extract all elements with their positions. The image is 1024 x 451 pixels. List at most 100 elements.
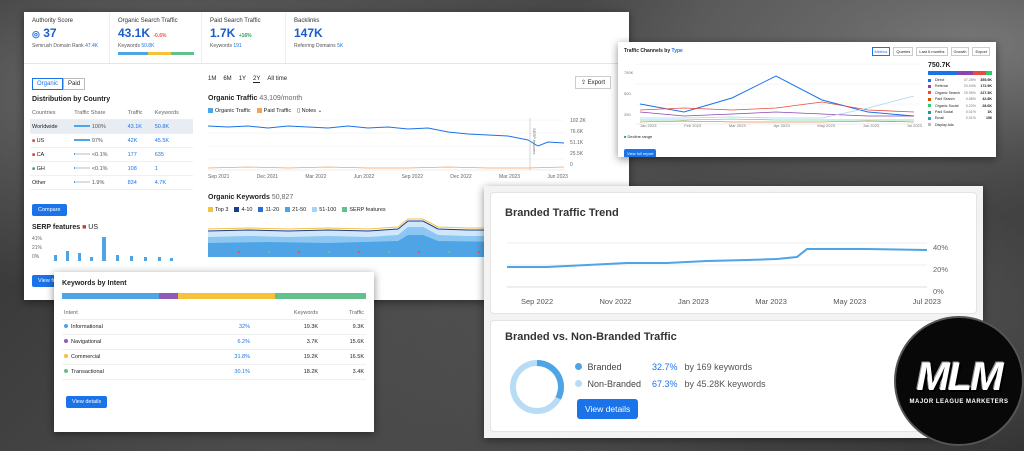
channels-export-button[interactable]: Export bbox=[972, 47, 990, 56]
country-row[interactable]: ■ GH <0.1% 108 1 bbox=[30, 161, 193, 176]
country-row[interactable]: ■ US 97% 42K 45.5K bbox=[30, 133, 193, 148]
traffic-cell[interactable]: 108 bbox=[125, 161, 153, 176]
channel-pct: 47.25% bbox=[963, 78, 976, 82]
share-cell: 100% bbox=[72, 119, 126, 134]
col-keywords[interactable]: Keywords bbox=[152, 107, 193, 120]
authority-icon: ◎ bbox=[32, 29, 40, 39]
keywords-cell[interactable]: 50.8K bbox=[152, 119, 193, 134]
view-full-report-button[interactable]: View full report bbox=[624, 149, 657, 157]
period-select[interactable]: Last 6 months bbox=[916, 47, 948, 56]
non-branded-pct[interactable]: 67.3% bbox=[652, 379, 678, 389]
metrics-toggle[interactable]: Metrics bbox=[871, 47, 891, 56]
checkbox-icon bbox=[285, 207, 291, 213]
country-row[interactable]: Worldwide 100% 43.1K 50.8K bbox=[30, 119, 193, 134]
channels-line-chart bbox=[636, 63, 922, 125]
intent-keywords: 3.7K bbox=[252, 334, 321, 350]
channel-pct: 0.01% bbox=[965, 110, 976, 115]
channel-legend-item[interactable]: Display Ads bbox=[928, 122, 992, 128]
tab-organic[interactable]: Organic bbox=[32, 78, 64, 90]
intent-pct[interactable]: 6.2% bbox=[202, 334, 252, 350]
channel-legend-item[interactable]: Direct 47.25% 355.9K bbox=[928, 77, 992, 83]
authority-value: ◎ 37 bbox=[32, 26, 101, 40]
export-button[interactable]: ⇪ Export bbox=[574, 76, 611, 89]
legend-top3[interactable]: Top 3 bbox=[208, 207, 228, 213]
branded-y-ticks: 40% 20% 0% bbox=[933, 237, 948, 303]
referring-label: Referring Domains bbox=[294, 43, 336, 49]
traffic-cell[interactable]: 43.1K bbox=[125, 119, 153, 134]
ch-y-tick: 250 bbox=[624, 112, 631, 117]
serp-title: SERP features ■ US bbox=[32, 224, 189, 231]
legend-serp[interactable]: SERP features bbox=[342, 207, 386, 213]
legend-organic[interactable]: Organic Traffic bbox=[208, 108, 251, 114]
legend-21-50[interactable]: 21-50 bbox=[285, 207, 306, 213]
paid-traffic-metric[interactable]: Paid Search Traffic 1.7K +16% Keywords 1… bbox=[202, 12, 286, 63]
range-2y[interactable]: 2Y bbox=[253, 76, 261, 83]
country-row[interactable]: ■ CA <0.1% 177 635 bbox=[30, 147, 193, 162]
metrics-row: Authority Score ◎ 37 Semrush Domain Rank… bbox=[24, 12, 629, 64]
col-traffic[interactable]: Traffic bbox=[320, 307, 366, 320]
channel-legend-item[interactable]: Organic Social 0.22% 28.6K bbox=[928, 103, 992, 109]
x-tick: Dec 2021 bbox=[256, 174, 279, 180]
range-all[interactable]: All time bbox=[267, 76, 288, 82]
col-keywords[interactable]: Keywords bbox=[252, 307, 321, 320]
notes-dropdown[interactable]: ▯ Notes ⌄ bbox=[297, 108, 322, 114]
growth-select[interactable]: Growth bbox=[950, 47, 970, 56]
legend-51-100[interactable]: 51-100 bbox=[312, 207, 336, 213]
traffic-cell[interactable]: 177 bbox=[125, 147, 153, 162]
keywords-cell[interactable]: 1 bbox=[152, 161, 193, 176]
legend-paid[interactable]: Paid Traffic bbox=[256, 108, 291, 114]
range-1y[interactable]: 1Y bbox=[238, 76, 247, 82]
branded-trend-panel: Branded Traffic Trend 40% 20% 0% Sep 202… bbox=[490, 192, 977, 314]
compare-button[interactable]: Compare bbox=[32, 204, 67, 216]
legend-11-20[interactable]: 11-20 bbox=[258, 207, 279, 213]
col-traffic[interactable]: Traffic bbox=[125, 107, 153, 120]
channel-name: Direct bbox=[935, 78, 945, 82]
range-6m[interactable]: 6M bbox=[223, 76, 232, 82]
channel-legend-item[interactable]: Paid Search 0.56% 42.8K bbox=[928, 96, 992, 102]
legend-4-10[interactable]: 4-10 bbox=[234, 207, 252, 213]
serp-y-ticks: 41% 21% 0% bbox=[32, 235, 42, 262]
col-share[interactable]: Traffic Share bbox=[72, 107, 126, 120]
organic-value: 43.1K -0.6% bbox=[118, 26, 193, 40]
backlinks-metric[interactable]: Backlinks 147K Referring Domains 5K bbox=[286, 12, 376, 63]
queries-toggle[interactable]: Queries bbox=[893, 47, 914, 56]
distribution-title: Distribution by Country bbox=[32, 96, 111, 103]
channel-name: Paid Social bbox=[935, 110, 953, 115]
country-row[interactable]: Other 1.9% 834 4.7K bbox=[30, 175, 193, 190]
keywords-cell[interactable]: 45.5K bbox=[152, 133, 193, 148]
branded-pct[interactable]: 32.7% bbox=[652, 362, 678, 372]
keywords-cell[interactable]: 635 bbox=[152, 147, 193, 162]
channel-legend-item[interactable]: Email 0.01% 156 bbox=[928, 115, 992, 121]
intent-pct[interactable]: 31.8% bbox=[202, 349, 252, 365]
channel-legend-item[interactable]: Referral 23.04% 172.9K bbox=[928, 83, 992, 89]
intent-pct[interactable]: 32% bbox=[202, 319, 252, 335]
intent-view-details-button[interactable]: View details bbox=[66, 396, 108, 408]
intent-row[interactable]: Informational 32% 19.3K 9.3K bbox=[62, 319, 366, 335]
branded-view-details-button[interactable]: View details bbox=[577, 399, 639, 419]
checkbox-icon bbox=[928, 78, 931, 82]
range-1m[interactable]: 1M bbox=[208, 76, 217, 82]
intent-title: Keywords by Intent bbox=[62, 280, 127, 287]
tab-paid[interactable]: Paid bbox=[63, 78, 86, 90]
branded-trend-title: Branded Traffic Trend bbox=[505, 207, 619, 219]
intent-row[interactable]: Transactional 30.1% 18.2K 3.4K bbox=[62, 364, 366, 380]
channel-legend-item[interactable]: Organic Search 29.95% 227.3K bbox=[928, 90, 992, 96]
checkbox-icon bbox=[342, 207, 348, 213]
intent-traffic: 3.4K bbox=[320, 364, 366, 380]
col-countries[interactable]: Countries bbox=[30, 107, 73, 120]
traffic-cell[interactable]: 834 bbox=[125, 175, 153, 190]
col-intent[interactable]: Intent bbox=[62, 307, 202, 320]
organic-traffic-metric[interactable]: Organic Search Traffic 43.1K -0.6% Keywo… bbox=[110, 12, 202, 63]
country-cell: Worldwide bbox=[30, 119, 73, 134]
organic-traffic-subtitle: 43,109/month bbox=[259, 95, 303, 102]
intent-name: Informational bbox=[71, 324, 103, 330]
keywords-cell[interactable]: 4.7K bbox=[152, 175, 193, 190]
channel-legend-item[interactable]: Paid Social 0.01% 1K bbox=[928, 109, 992, 115]
intent-traffic: 16.5K bbox=[320, 349, 366, 365]
intent-row[interactable]: Commercial 31.8% 19.2K 16.5K bbox=[62, 349, 366, 365]
traffic-cell[interactable]: 42K bbox=[125, 133, 153, 148]
authority-score-metric[interactable]: Authority Score ◎ 37 Semrush Domain Rank… bbox=[24, 12, 110, 63]
intent-pct[interactable]: 30.1% bbox=[202, 364, 252, 380]
intent-row[interactable]: Navigational 6.2% 3.7K 15.6K bbox=[62, 334, 366, 350]
channels-type-dropdown[interactable]: Type bbox=[671, 48, 683, 54]
